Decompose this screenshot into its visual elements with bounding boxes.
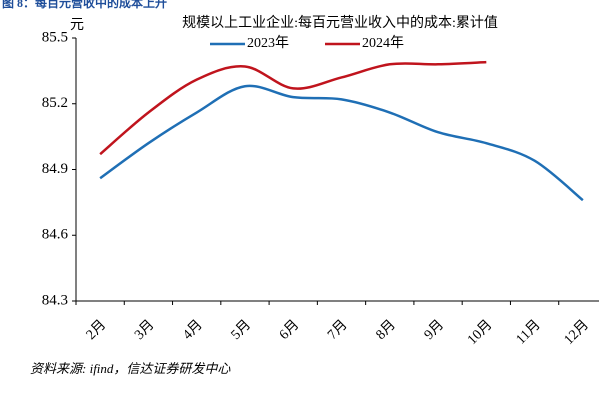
- x-tick-label: 3月: [131, 317, 157, 343]
- x-tick-label: 2月: [83, 317, 109, 343]
- source-note: 资料来源: ifind，信达证券研发中心: [30, 361, 231, 376]
- y-axis-label: 元: [70, 18, 84, 33]
- legend-label: 2023年: [247, 35, 289, 51]
- chart-title: 规模以上工业企业:每百元营业收入中的成本:累计值: [182, 14, 498, 31]
- x-tick-label: 9月: [421, 317, 447, 343]
- x-tick-label: 11月: [513, 317, 544, 348]
- figure-title: 图 8：每百元营收中的成本上升: [2, 0, 167, 10]
- line-series: [99, 60, 487, 156]
- y-tick-label: 84.9: [42, 161, 68, 177]
- x-tick-label: 5月: [228, 317, 254, 343]
- x-tick-label: 6月: [276, 317, 302, 343]
- y-tick-label: 85.5: [42, 29, 68, 45]
- y-tick-label: 84.3: [42, 292, 68, 308]
- y-tick-label: 85.2: [42, 95, 68, 111]
- x-tick-label: 7月: [324, 317, 350, 343]
- x-tick-label: 4月: [180, 317, 206, 343]
- line-series: [99, 84, 584, 202]
- x-tick-label: 8月: [373, 317, 399, 343]
- y-tick-label: 84.6: [42, 227, 69, 243]
- x-tick-label: 12月: [561, 317, 592, 348]
- legend-label: 2024年: [362, 35, 404, 51]
- x-tick-label: 10月: [464, 317, 495, 348]
